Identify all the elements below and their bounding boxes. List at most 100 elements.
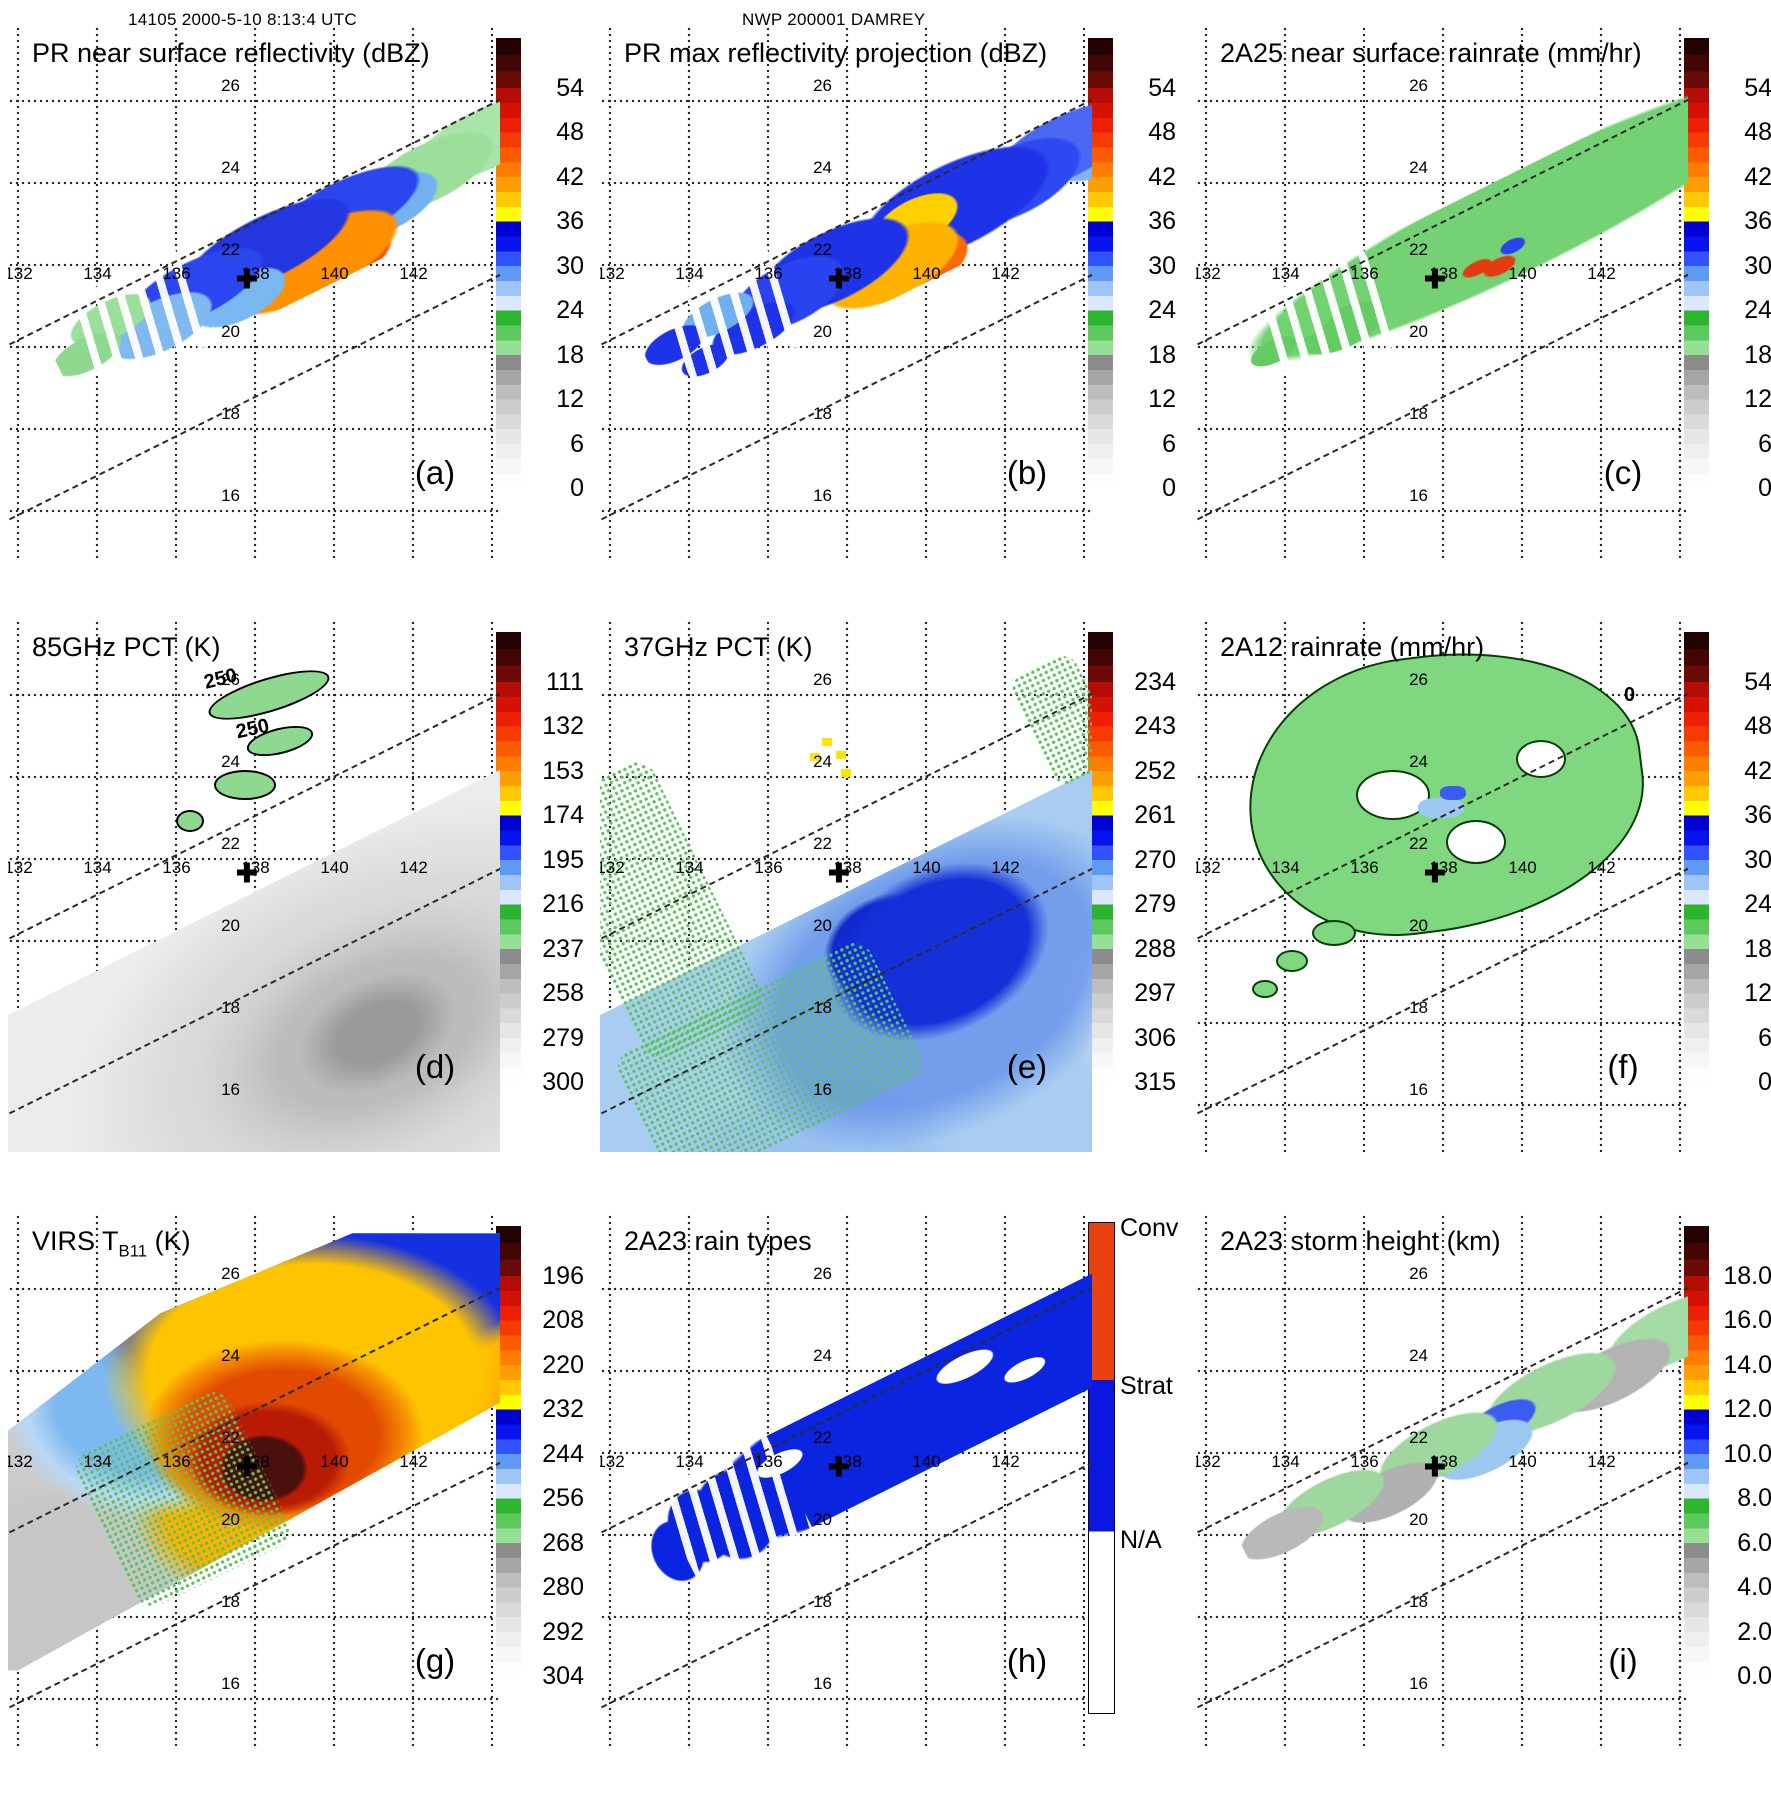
lat-tick-label: 24 <box>221 158 240 177</box>
panel-g: 132 134 136 138 140 142 26 24 22 20 18 16 ✚ VIRS T… <box>8 1214 586 1806</box>
map-e: 132 134 136 138 140 142 26 24 22 20 18 16 ✚ 37GHz … <box>600 620 1092 1152</box>
lat-tick-label: 26 <box>1409 1264 1428 1283</box>
lon-tick-label: 142 <box>399 1452 428 1471</box>
panel-h: 132 134 136 138 140 142 26 24 22 20 18 16 ✚ 2A23 r… <box>600 1214 1178 1806</box>
lon-tick-label: 140 <box>320 1452 349 1471</box>
colorbar-tick-label: 24 <box>1744 890 1771 919</box>
lat-tick-label: 24 <box>1409 158 1428 177</box>
map-h: 132 134 136 138 140 142 26 24 22 20 18 16 ✚ 2A23 r… <box>600 1214 1092 1746</box>
lon-tick-label: 138 <box>1429 1452 1458 1471</box>
colorbar-tick-label: 216 <box>542 890 584 919</box>
panel-letter: (a) <box>414 454 456 491</box>
colorbar-tick-label: 279 <box>542 1023 584 1052</box>
colorbar-tick-label: 252 <box>1134 756 1176 785</box>
lon-tick-label: 138 <box>833 264 862 283</box>
lon-tick-label: 134 <box>675 1452 704 1471</box>
lon-tick-label: 132 <box>600 1452 625 1471</box>
lon-tick-label: 132 <box>600 264 625 283</box>
colorbar-tick-label: 220 <box>542 1350 584 1379</box>
colorbar-tick-label: 111 <box>545 667 584 696</box>
latitude-labels: 26 24 22 20 18 16 <box>762 1264 832 1746</box>
colorbar <box>496 38 521 506</box>
panel-i: 132 134 136 138 140 142 26 24 22 20 18 16 ✚ 2A23 s… <box>1196 1214 1771 1806</box>
panel-title: 2A12 rainrate (mm/hr) <box>1220 632 1485 662</box>
colorbar-tick-label: 54 <box>1744 667 1771 696</box>
panel-title: PR max reflectivity projection (dBZ) <box>624 38 1048 68</box>
cold-pct-cell <box>214 770 276 800</box>
colorbar-tick-label: 6 <box>1758 429 1771 458</box>
lat-tick-label: 20 <box>813 916 832 935</box>
lon-tick-label: 138 <box>241 264 270 283</box>
colorbar-ticks: 54 48 42 36 30 24 18 12 6 0 <box>1714 66 1771 511</box>
cold-pct-pixel <box>810 753 820 761</box>
colorbar-tick-label: 244 <box>542 1439 584 1468</box>
colorbar-tick-label: 153 <box>542 756 584 785</box>
colorbar-tick-label: 36 <box>556 207 584 236</box>
colorbar-tick-label: 36 <box>1148 207 1176 236</box>
lat-tick-label: 18 <box>813 404 832 423</box>
panel-letter: (f) <box>1607 1048 1639 1085</box>
panel-f: 0 132 134 136 138 140 142 26 24 22 20 18 16 ✚ 2A12… <box>1196 620 1771 1212</box>
no-rain-hole <box>1516 740 1566 778</box>
map-d: 250 250 132 134 136 138 140 142 26 24 22 20 18 16 … <box>8 620 500 1152</box>
no-rain-hole <box>1446 820 1506 864</box>
lon-tick-label: 138 <box>1429 264 1458 283</box>
lon-tick-label: 134 <box>1271 264 1300 283</box>
lon-tick-label: 140 <box>1508 1452 1537 1471</box>
lat-tick-label: 22 <box>221 1428 240 1447</box>
colorbar-tick-label: 42 <box>1744 756 1771 785</box>
colorbar-tick-label: 10.0 <box>1723 1439 1771 1468</box>
colorbar-tick-label: 6 <box>570 429 584 458</box>
colorbar-tick-label: 315 <box>1134 1068 1176 1097</box>
colorbar-tick-label: 30 <box>1744 845 1771 874</box>
colorbar-tick-label: 16.0 <box>1723 1306 1771 1335</box>
lon-tick-label: 134 <box>1271 858 1300 877</box>
lat-tick-label: 18 <box>813 998 832 1017</box>
heavier-rain-patch <box>1440 786 1466 800</box>
lon-tick-label: 132 <box>1196 264 1221 283</box>
colorbar-tick-label: 18 <box>1744 340 1771 369</box>
colorbar-tick-label: 195 <box>542 845 584 874</box>
title-suffix: (K) <box>147 1226 191 1256</box>
panel-letter: (d) <box>414 1048 456 1085</box>
cold-pct-pixel <box>822 738 832 746</box>
lon-tick-label: 136 <box>1350 264 1379 283</box>
rain-type-colorbar <box>1088 1222 1115 1714</box>
lat-tick-label: 16 <box>813 486 832 505</box>
colorbar-ticks: 54 48 42 36 30 24 18 12 6 0 <box>1118 66 1176 511</box>
scan-id-timestamp: 14105 2000-5-10 8:13:4 UTC <box>128 10 357 29</box>
colorbar-tick-label: 54 <box>1148 73 1176 102</box>
colorbar-tick-label: 8.0 <box>1737 1484 1771 1513</box>
contour-label: 0 <box>1624 684 1636 706</box>
lon-tick-label: 134 <box>675 858 704 877</box>
longitude-labels: 132 134 136 138 140 142 <box>600 858 1045 878</box>
lat-tick-label: 22 <box>1409 1428 1428 1447</box>
colorbar-tick-label: 48 <box>1744 712 1771 741</box>
lon-tick-label: 134 <box>83 858 112 877</box>
rain-type-label: N/A <box>1120 1526 1162 1554</box>
colorbar-tick-label: 48 <box>1744 118 1771 147</box>
lat-tick-label: 16 <box>813 1674 832 1693</box>
colorbar-tick-label: 0 <box>570 474 584 503</box>
colorbar-tick-label: 18 <box>1148 340 1176 369</box>
colorbar-tick-label: 279 <box>1134 890 1176 919</box>
colorbar-tick-label: 18 <box>1744 934 1771 963</box>
rain-fragment <box>1276 950 1308 972</box>
latitude-labels: 26 24 22 20 18 16 <box>170 1264 240 1746</box>
panel-letter: (i) <box>1608 1642 1638 1679</box>
colorbar-tick-label: 292 <box>542 1617 584 1646</box>
colorbar-ticks: 234 243 252 261 270 279 288 297 306 315 <box>1118 660 1176 1105</box>
lon-tick-label: 142 <box>991 1452 1020 1471</box>
lon-tick-label: 134 <box>83 264 112 283</box>
colorbar-tick-label: 48 <box>1148 118 1176 147</box>
colorbar-tick-label: 234 <box>1134 667 1176 696</box>
lat-tick-label: 16 <box>1409 486 1428 505</box>
colorbar-tick-label: 54 <box>1744 73 1771 102</box>
lat-tick-label: 20 <box>813 1510 832 1529</box>
map-g: 132 134 136 138 140 142 26 24 22 20 18 16 ✚ VIRS T… <box>8 1214 500 1746</box>
lon-tick-label: 136 <box>162 264 191 283</box>
no-rain-hole <box>1356 770 1430 820</box>
colorbar-tick-label: 288 <box>1134 934 1176 963</box>
colorbar-tick-label: 18 <box>556 340 584 369</box>
lat-tick-label: 26 <box>1409 670 1428 689</box>
